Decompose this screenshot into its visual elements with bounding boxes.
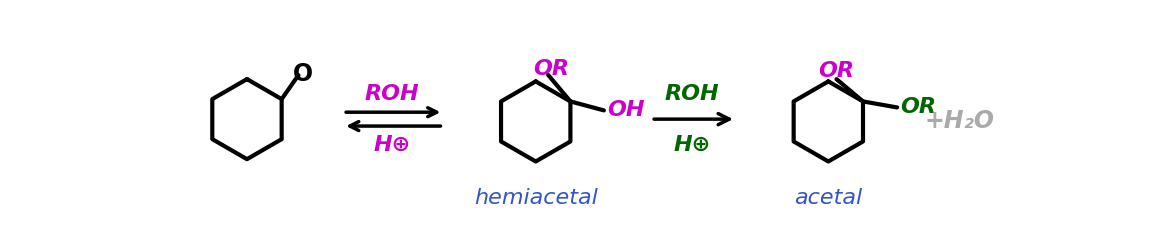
Text: OH: OH bbox=[607, 100, 644, 120]
Text: OR: OR bbox=[900, 98, 937, 117]
Text: +H₂O: +H₂O bbox=[924, 109, 994, 133]
Text: hemiacetal: hemiacetal bbox=[473, 189, 598, 208]
Text: H⊕: H⊕ bbox=[373, 135, 410, 155]
Text: H⊕: H⊕ bbox=[674, 135, 711, 155]
Text: OR: OR bbox=[818, 61, 855, 82]
Text: acetal: acetal bbox=[794, 189, 863, 208]
Text: O: O bbox=[293, 62, 313, 86]
Text: OR: OR bbox=[533, 59, 569, 79]
Text: ROH: ROH bbox=[665, 84, 719, 105]
Text: ROH: ROH bbox=[364, 84, 419, 105]
